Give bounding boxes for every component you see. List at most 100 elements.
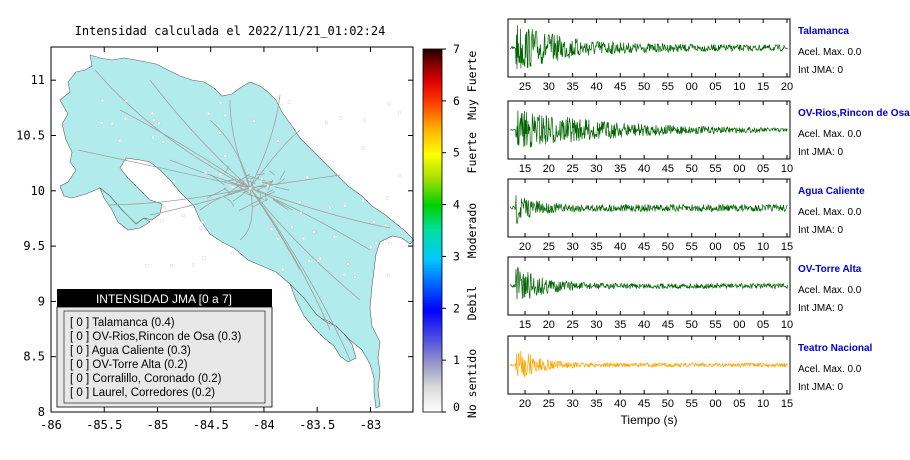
waveform-tick-label: 20 [781, 81, 793, 93]
town-marker [204, 171, 208, 174]
waveform-tick-label: 35 [590, 398, 602, 410]
town-marker [219, 101, 222, 105]
waveform-tick-label: 10 [757, 398, 769, 410]
waveform-tick-label: 20 [543, 163, 555, 175]
waveform-tick-label: 05 [733, 241, 745, 253]
waveform-tick-label: 40 [614, 241, 626, 253]
waveform-tick-label: 55 [686, 241, 698, 253]
waveform-trace [509, 110, 788, 148]
town-marker [317, 259, 320, 263]
town-marker [170, 264, 173, 267]
town-marker [260, 177, 264, 181]
town-marker [252, 119, 256, 123]
town-marker [325, 120, 328, 124]
waveform-tick-label: 40 [638, 163, 650, 175]
waveform-tick-label: 15 [519, 319, 531, 331]
town-marker [369, 245, 373, 249]
waveform-trace [509, 25, 788, 70]
waveform-tick-label: 15 [519, 163, 531, 175]
town-marker [386, 196, 390, 200]
road [209, 119, 251, 189]
waveform-tick-label: 45 [662, 319, 674, 331]
town-marker [151, 111, 154, 115]
road-segment [232, 190, 248, 202]
town-marker [207, 112, 210, 115]
waveform-tick-label: 05 [757, 163, 769, 175]
map-y-tick-label: 10 [31, 184, 45, 198]
road [107, 187, 251, 206]
town-marker [363, 118, 366, 122]
waveform-tick-label: 10 [781, 319, 793, 331]
town-marker [162, 206, 166, 210]
town-marker [151, 136, 155, 139]
waveform-tick-label: 05 [757, 319, 769, 331]
waveform-tick-label: 05 [709, 81, 721, 93]
station-info: Acel. Max. 0.0 [798, 285, 862, 296]
map-x-tick-label: -85 [147, 418, 169, 432]
waveform-tick-label: 25 [567, 319, 579, 331]
town-marker [152, 118, 156, 122]
legend-item: [ 0 ] OV-Rios,Rincon de Osa (0.3) [70, 331, 241, 343]
town-marker [290, 225, 294, 229]
town-marker [305, 175, 309, 179]
waveform-tick-label: 35 [614, 163, 626, 175]
road [199, 187, 251, 211]
road-segment [272, 198, 293, 211]
town-marker [384, 223, 387, 227]
waveform-tick-label: 00 [709, 398, 721, 410]
map-y-tick-label: 9.5 [23, 239, 45, 253]
colorbar-tick-label: 1 [453, 353, 460, 367]
town-marker [101, 98, 104, 102]
waveform-tick-label: 30 [590, 319, 602, 331]
town-marker [388, 242, 392, 245]
station-info: Int JMA: 0 [798, 147, 843, 158]
waveform-tick-label: 30 [590, 163, 602, 175]
map-y-tick-label: 10.5 [16, 128, 45, 142]
waveform-tick-label: 00 [733, 319, 745, 331]
waveform-tick-label: 35 [590, 241, 602, 253]
waveform-tick-label: 50 [662, 398, 674, 410]
road-segment [256, 173, 266, 176]
map-title: Intensidad calculada el 2022/11/21_01:02… [75, 24, 386, 38]
legend-item: [ 0 ] Agua Caliente (0.3) [70, 345, 191, 357]
map-x-tick-label: -83.5 [299, 418, 335, 432]
town-marker [287, 100, 291, 104]
road-segment [255, 185, 267, 192]
station-info: Int JMA: 0 [798, 303, 843, 314]
nicoya-peninsula [99, 187, 151, 231]
road-segment [227, 181, 244, 194]
road-segment [268, 170, 275, 175]
road [77, 149, 251, 189]
waveform-tick-label: 35 [614, 319, 626, 331]
town-marker [361, 146, 365, 150]
town-marker [230, 251, 234, 255]
road-segment [264, 180, 274, 184]
waveform-tick-label: 50 [662, 241, 674, 253]
legend-item: [ 0 ] Laurel, Corredores (0.2) [70, 387, 215, 399]
road-segment [234, 173, 251, 185]
town-marker [100, 121, 104, 125]
station-name: OV-Rios,Rincon de Osa [798, 108, 910, 119]
map-y-tick-label: 8 [38, 405, 45, 419]
town-marker [387, 102, 391, 106]
town-marker [328, 206, 332, 209]
road [249, 187, 351, 361]
town-marker [266, 184, 270, 188]
road [149, 79, 251, 189]
waveform-tick-label: 25 [543, 398, 555, 410]
map-y-tick-label: 11 [31, 73, 45, 87]
station-name: Agua Caliente [798, 186, 865, 197]
legend-item: [ 0 ] OV-Torre Alta (0.2) [70, 359, 188, 371]
waveform-tick-label: 30 [567, 398, 579, 410]
waveform-tick-label: 50 [686, 319, 698, 331]
road-segment [279, 170, 286, 180]
map-y-axis: 11 10.5 10 9.5 9 8.5 8 [16, 73, 413, 419]
town-marker [231, 185, 235, 189]
map-x-tick-label: -83 [360, 418, 382, 432]
map-frame [50, 46, 414, 413]
town-marker [318, 257, 322, 260]
colorbar-tick-label: 0 [453, 400, 460, 414]
town-marker [223, 114, 227, 118]
waveform-trace [509, 195, 788, 225]
colorbar-tick-label: 3 [453, 249, 460, 263]
